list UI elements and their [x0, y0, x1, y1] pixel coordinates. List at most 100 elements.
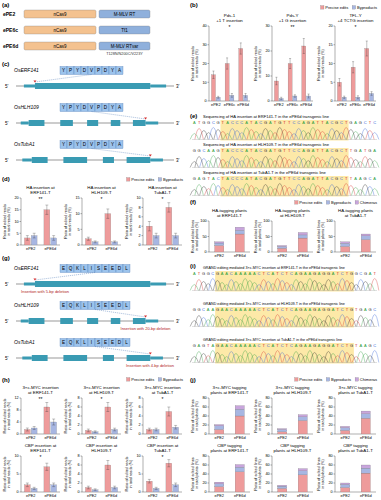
base-call: A [354, 176, 357, 181]
legend-swatch [126, 378, 129, 382]
chart: CBP taggingplants at HLH109-TRatio of ed… [254, 443, 314, 498]
exon [63, 157, 87, 163]
y-axis [209, 26, 210, 101]
tag-box [81, 67, 88, 75]
x-tick-label: ePE2 [340, 435, 350, 440]
base-call: G [216, 343, 219, 348]
tag-residue: D [83, 68, 87, 73]
chart: 3×c-MYC insertionat HLH109-TRatio of edi… [64, 385, 122, 440]
base-call: G [327, 271, 330, 276]
title-line: at HLH109-T [280, 213, 305, 218]
tag-box [67, 104, 74, 112]
legend-label: Byproducts [357, 5, 377, 10]
y-tick [20, 474, 22, 475]
bar [215, 484, 224, 487]
y-tick-label: 8 [139, 396, 141, 400]
y-tick-label: 6 [139, 405, 141, 409]
bar [166, 463, 172, 492]
y-tick [81, 425, 83, 426]
y-tick [81, 407, 83, 408]
y-tick-label: 8 [139, 206, 141, 210]
bar [298, 417, 307, 421]
base-call: A [295, 307, 298, 312]
base-call: G [193, 343, 196, 348]
base-call: G [216, 307, 219, 312]
tag-residue: Y [111, 142, 114, 147]
y-tick-label: 60 [202, 463, 206, 467]
base-call: A [212, 148, 215, 153]
y-tick-label: 15 [328, 43, 332, 47]
y-tick [334, 82, 336, 83]
base-call: C [359, 271, 362, 276]
base-call: T [355, 307, 358, 312]
y-tick [208, 236, 210, 237]
base-call: T [355, 343, 358, 348]
trace-title: Sequencing of HA insertion at ERF141-T i… [203, 114, 330, 119]
trace-peaks [204, 184, 355, 196]
error-bar [245, 94, 247, 98]
exon [60, 318, 73, 324]
chart: HA-tagging plantsat TubA1-TRatio of edit… [317, 208, 377, 258]
tag-box [109, 265, 116, 273]
tag-residue: A [118, 142, 122, 147]
y-tick-label: 40 [328, 414, 332, 418]
bar [341, 430, 350, 434]
error-bar [217, 96, 219, 98]
base-call: A [212, 176, 215, 181]
tag-box [60, 67, 67, 75]
tag-box [88, 141, 95, 149]
y-tick [208, 252, 210, 253]
tag-box [95, 104, 102, 112]
title-line: at HLH109-T [89, 390, 114, 395]
legend-label: Precise edits [299, 377, 322, 382]
y-tick [334, 26, 336, 27]
bar [361, 411, 370, 414]
y-tick-label: 20 [265, 49, 269, 53]
chart-title: HA-tagging plantsat ERF141-T [212, 208, 248, 218]
y-tick-label: 80 [328, 396, 332, 400]
y-axis [21, 198, 22, 245]
error-bar [294, 95, 296, 98]
base-call: C [290, 307, 293, 312]
marks [85, 461, 117, 493]
y-tick [271, 425, 273, 426]
base-call: A [272, 307, 275, 312]
utr [21, 122, 29, 125]
y-tick-label: 2 [139, 423, 141, 427]
y-tick [81, 213, 83, 214]
base-call: G [350, 271, 353, 276]
base-call: T [321, 176, 324, 181]
construct-name: ePE6c [3, 27, 18, 33]
base-call: A [373, 176, 376, 181]
base-call: C [217, 176, 220, 181]
base-call: G [217, 148, 220, 153]
root: (a)(b)(c)(d)(e)(f)(g)(h)(i)(j)ePE2nCas9M… [0, 0, 381, 500]
y-tick-label: 20 [328, 24, 332, 28]
base-call: G [202, 343, 205, 348]
trace-peaks [190, 128, 360, 140]
title-line: HLH109-T [91, 190, 112, 195]
bar [92, 490, 98, 492]
legend: Precise editsByproductsChimeras [295, 377, 377, 382]
base-call: A [244, 307, 247, 312]
utr [146, 122, 159, 125]
base-call: C [236, 176, 239, 181]
base-call: A [295, 343, 298, 348]
y-tick [20, 398, 22, 399]
base-call: A [295, 271, 298, 276]
tag-box [60, 302, 67, 310]
x-tick-label: ePE6d [297, 253, 309, 258]
chart: 3×c-MYC insertionat TubA1-TRatio of edit… [125, 385, 183, 440]
y-tick-label: 0 [78, 490, 80, 494]
base-call: G [202, 271, 205, 276]
x-tick-label: ePE2 [337, 102, 347, 107]
tag-residue: L [83, 266, 86, 271]
legend-swatch [295, 201, 299, 205]
base-call: A [304, 271, 307, 276]
x-tick-label: ePE6d [166, 435, 178, 440]
x-tick-label: ePE2 [87, 435, 97, 440]
y-tick-label: 100 [200, 219, 206, 223]
trace-peaks [219, 156, 370, 168]
base-call: C [330, 176, 333, 181]
bar [92, 242, 98, 245]
